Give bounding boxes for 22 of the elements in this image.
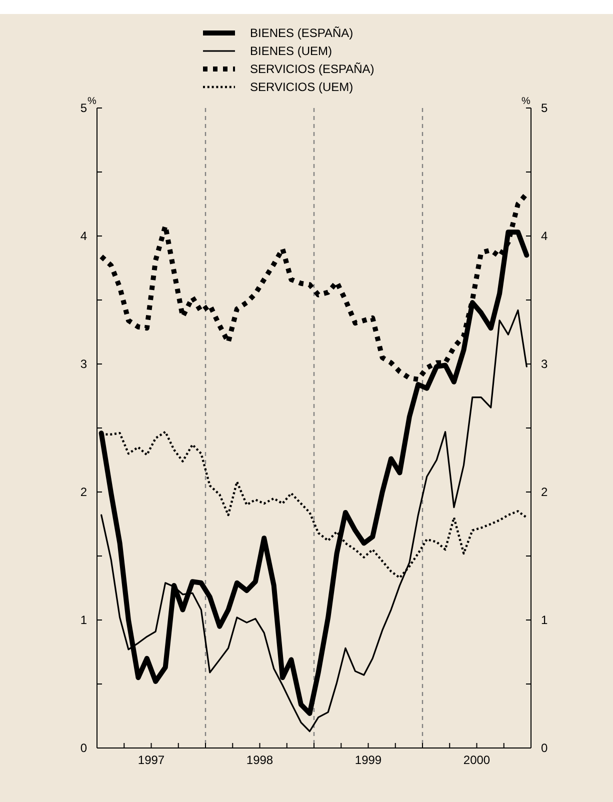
y-tick-label: 1	[80, 613, 88, 627]
legend-label: SERVICIOS (ESPAÑA)	[250, 62, 374, 76]
y2-tick-label: 2	[541, 485, 548, 499]
y-tick-label: 3	[80, 357, 88, 371]
y2-axis-title: %	[522, 96, 531, 107]
x-tick-label: 1999	[354, 753, 382, 767]
y-tick-label: 4	[80, 229, 88, 243]
y-tick-label: 2	[80, 485, 88, 499]
y-tick-label: 0	[80, 741, 88, 755]
legend-label: BIENES (ESPAÑA)	[250, 26, 354, 40]
y-tick-label: 5	[80, 101, 88, 115]
legend-label: SERVICIOS (UEM)	[250, 80, 354, 94]
y2-tick-label: 4	[541, 229, 548, 243]
y2-tick-label: 3	[541, 357, 548, 371]
x-tick-label: 1998	[246, 753, 274, 767]
y2-tick-label: 5	[541, 101, 548, 115]
legend-label: BIENES (UEM)	[250, 44, 332, 58]
x-tick-label: 2000	[463, 753, 490, 767]
x-tick-label: 1997	[138, 753, 165, 767]
y-axis-title: %	[88, 96, 97, 107]
y2-tick-label: 0	[541, 741, 548, 755]
y2-tick-label: 1	[541, 613, 548, 627]
